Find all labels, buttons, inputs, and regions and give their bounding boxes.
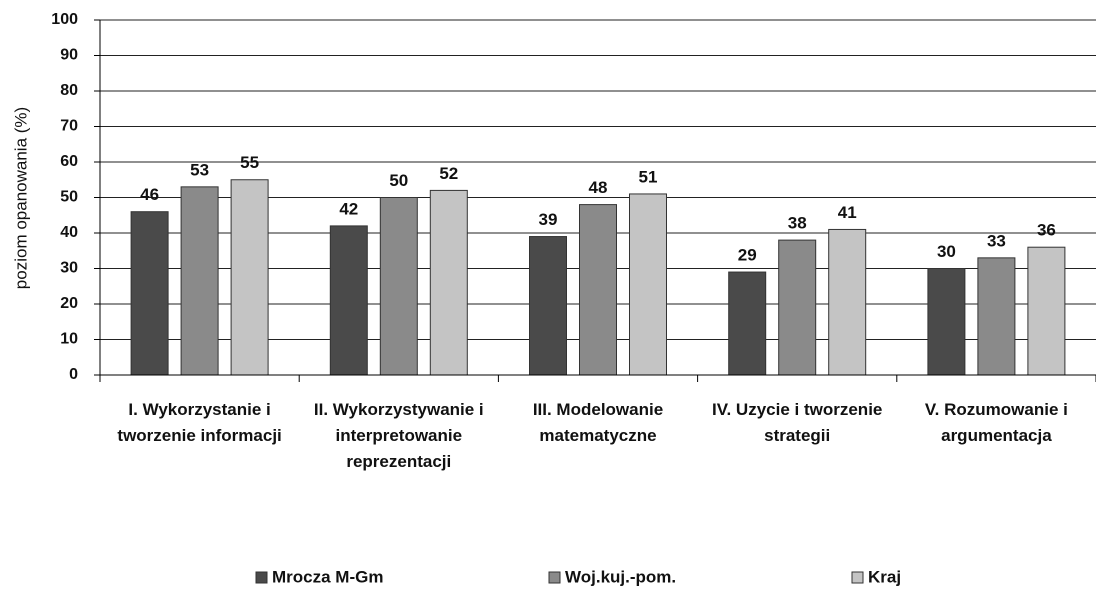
data-label: 36 (1037, 221, 1056, 240)
x-tick-label: I. Wykorzystanie i tworzenie informacji (117, 400, 282, 445)
bar (1027, 246, 1066, 376)
bar (927, 268, 966, 376)
y-tick-label: 60 (60, 153, 78, 170)
bar (329, 225, 368, 376)
data-label: 46 (140, 185, 159, 204)
data-label: 53 (190, 160, 209, 179)
y-axis-label: poziom opanowania (%) (11, 107, 30, 289)
data-label: 42 (339, 199, 358, 218)
y-tick-label: 90 (60, 47, 78, 64)
bar (728, 271, 767, 376)
bar (230, 179, 269, 376)
legend-label: Kraj (868, 567, 901, 586)
bar (180, 186, 219, 376)
legend-swatch (548, 571, 561, 584)
data-label: 29 (738, 246, 757, 265)
y-tick-label: 40 (60, 224, 78, 241)
x-tick-label: IV. Uzycie i tworzenie strategii (711, 400, 883, 445)
data-label: 52 (439, 164, 458, 183)
bar (130, 211, 169, 376)
y-tick-label: 30 (60, 260, 78, 277)
legend-label: Woj.kuj.-pom. (565, 567, 676, 586)
x-tick-label: V. Rozumowanie i argumentacja (924, 400, 1068, 445)
data-label: 30 (937, 242, 956, 261)
y-tick-label: 80 (60, 82, 78, 99)
bar (629, 193, 667, 376)
data-label: 48 (589, 178, 608, 197)
data-label: 51 (639, 167, 658, 186)
data-label: 39 (539, 210, 558, 229)
legend-swatch (851, 571, 864, 584)
legend-label: Mrocza M-Gm (272, 567, 383, 586)
data-label: 41 (838, 203, 857, 222)
data-label: 38 (788, 214, 807, 233)
legend-swatch (255, 571, 268, 584)
x-tick-label: II. Wykorzystywanie i interpretowanie re… (313, 400, 484, 471)
bar (429, 189, 468, 376)
bar (379, 197, 418, 376)
x-tick-label: III. Modelowanie matematyczne (532, 400, 664, 445)
bar (579, 204, 617, 376)
y-tick-label: 100 (51, 11, 78, 28)
y-tick-label: 10 (60, 331, 78, 348)
bar (529, 236, 567, 376)
y-tick-label: 20 (60, 295, 78, 312)
bar (977, 257, 1016, 376)
y-tick-label: 0 (69, 366, 78, 383)
data-label: 55 (240, 153, 259, 172)
y-tick-label: 70 (60, 118, 78, 135)
y-tick-label: 50 (60, 189, 78, 206)
data-label: 33 (987, 231, 1006, 250)
bar (828, 228, 867, 376)
data-label: 50 (389, 171, 408, 190)
bar (778, 239, 817, 376)
